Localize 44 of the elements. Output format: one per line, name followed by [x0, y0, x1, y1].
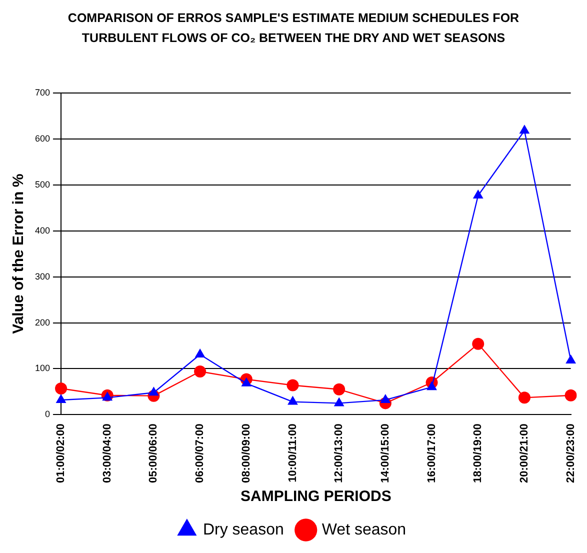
x-tick-label: 06:00/07:00 — [194, 424, 206, 484]
x-tick-label: 05:00/06:00 — [148, 424, 160, 484]
y-tick-label: 200 — [34, 317, 50, 328]
point — [194, 365, 206, 378]
y-tick-label: 0 — [45, 409, 50, 420]
x-axis-title: SAMPLING PERIODS — [240, 488, 392, 506]
y-tick-label: 300 — [34, 271, 50, 282]
point — [564, 389, 577, 402]
x-tick-label: 16:00/17:00 — [426, 424, 438, 484]
x-tick-label: 22:00/23:00 — [564, 424, 577, 484]
x-tick-label: 08:00/09:00 — [240, 424, 252, 484]
x-tick-label: 10:00/11:00 — [286, 424, 299, 482]
point — [55, 382, 68, 394]
point — [519, 124, 530, 134]
point — [241, 377, 252, 386]
point — [288, 396, 298, 405]
point — [472, 189, 484, 198]
x-tick-label: 12:00/13:00 — [333, 424, 346, 484]
point — [56, 394, 66, 403]
legend-label: Wet season — [322, 521, 406, 538]
legend-label: Dry season — [202, 521, 284, 538]
point — [334, 397, 344, 406]
y-tick-label: 700 — [34, 87, 50, 98]
point — [472, 338, 484, 350]
point — [426, 381, 437, 390]
point — [566, 354, 576, 364]
y-tick-label: 100 — [34, 363, 50, 374]
point — [380, 394, 391, 403]
point — [518, 392, 530, 404]
y-tick-label: 600 — [34, 133, 50, 144]
x-tick-label: 03:00/04:00 — [101, 424, 114, 484]
x-tick-label: 20:00/21:00 — [518, 424, 530, 484]
y-tick-label: 400 — [34, 225, 50, 236]
chart-title: COMPARISON OF ERROS SAMPLE'S ESTIMATE MEDIUM SCHEDULES FOR TURBULENT FLOWS OF CO₂ BETWEEN THE DRY AND WET SEASONS — [66, 10, 520, 47]
point — [148, 386, 159, 396]
x-tick-label: 18:00/19:00 — [472, 424, 484, 484]
x-tick-label: 01:00/02:00 — [55, 424, 68, 484]
point — [102, 392, 113, 401]
point — [286, 379, 299, 392]
y-tick-label: 500 — [34, 179, 50, 190]
point — [194, 348, 206, 358]
point — [333, 383, 346, 396]
x-tick-label: 14:00/15:00 — [379, 424, 392, 484]
y-axis-title: Value of the Error in % — [10, 174, 28, 334]
